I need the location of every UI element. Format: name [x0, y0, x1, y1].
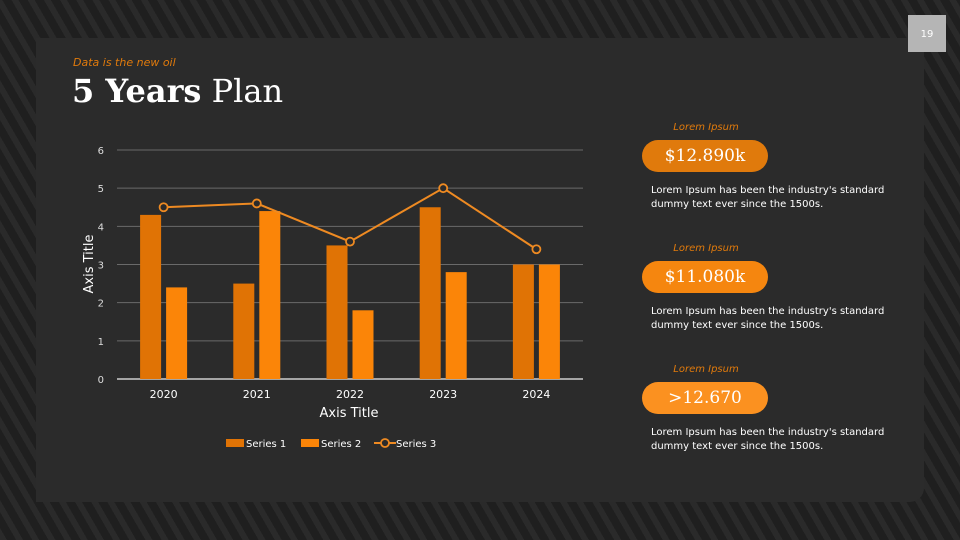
- legend-label: Series 1: [246, 439, 286, 450]
- bar-series-2: [445, 272, 467, 379]
- y-tick-label: 2: [98, 299, 104, 310]
- series-3-point: [158, 202, 169, 213]
- bar-series-1: [326, 245, 348, 379]
- card-label: Lorem Ipsum: [673, 122, 739, 133]
- y-tick-label: 6: [98, 146, 104, 157]
- card-description: Lorem Ipsum has been the industry's stan…: [651, 306, 885, 331]
- series-3-point: [251, 198, 262, 209]
- x-tick-label: 2024: [522, 388, 550, 401]
- y-tick-label: 1: [98, 337, 104, 348]
- page-number: 19: [908, 15, 946, 52]
- page-title: 5 Years Plan: [72, 72, 283, 110]
- bar-series-2: [352, 310, 374, 379]
- legend-label: Series 2: [321, 439, 361, 450]
- legend-marker: [380, 438, 390, 448]
- value-pill: $12.890k: [642, 140, 768, 172]
- y-axis-title: Axis Title: [82, 235, 97, 294]
- series-3-point: [345, 236, 355, 247]
- title-bold: 5 Years: [72, 72, 202, 110]
- x-tick-label: 2020: [150, 388, 178, 401]
- subtitle: Data is the new oil: [73, 56, 176, 69]
- card-label: Lorem Ipsum: [673, 364, 739, 375]
- x-tick-label: 2022: [336, 388, 364, 401]
- content-panel: [36, 38, 924, 502]
- card-description: Lorem Ipsum has been the industry's stan…: [651, 185, 885, 210]
- bar-series-2: [259, 211, 281, 379]
- bar-series-2: [166, 287, 188, 379]
- x-axis-title: Axis Title: [320, 406, 379, 421]
- series-3-point: [531, 244, 542, 255]
- y-tick-label: 0: [98, 375, 104, 386]
- card-label: Lorem Ipsum: [673, 243, 739, 254]
- legend-swatch: [226, 439, 244, 447]
- bar-series-1: [419, 207, 441, 379]
- bar-series-1: [140, 214, 162, 379]
- title-light: Plan: [211, 72, 284, 110]
- bar-series-1: [512, 264, 534, 379]
- bar-series-1: [233, 283, 255, 379]
- x-tick-label: 2021: [243, 388, 271, 401]
- card-description: Lorem Ipsum has been the industry's stan…: [651, 427, 885, 452]
- value-pill: $11.080k: [642, 261, 768, 293]
- y-tick-label: 4: [98, 222, 104, 233]
- legend-label: Series 3: [396, 439, 436, 450]
- y-tick-label: 3: [98, 261, 104, 272]
- value-pill: >12.670: [642, 382, 768, 414]
- series-3-point: [438, 183, 449, 194]
- bar-series-2: [538, 264, 560, 379]
- legend-swatch: [301, 439, 319, 447]
- y-tick-label: 5: [98, 184, 104, 195]
- x-tick-label: 2023: [429, 388, 457, 401]
